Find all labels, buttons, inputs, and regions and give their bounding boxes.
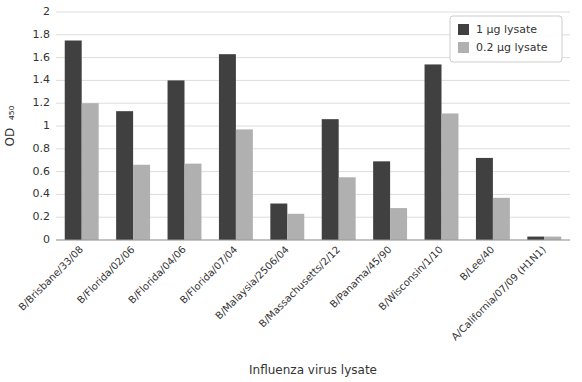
y-tick-label: 0.2: [33, 210, 51, 223]
y-tick-label: 1: [43, 119, 50, 132]
bar: [270, 204, 287, 240]
bar: [493, 198, 510, 240]
bar: [236, 129, 253, 240]
bar: [287, 214, 304, 240]
y-tick-label: 0.6: [33, 165, 51, 178]
bar: [527, 237, 544, 240]
legend: 1 μg lysate 0.2 μg lysate: [450, 16, 562, 62]
bar: [168, 80, 185, 240]
bar: [82, 103, 99, 240]
y-tick-label: 1.2: [33, 96, 51, 109]
x-axis-title: Influenza virus lysate: [249, 363, 377, 377]
grid-line: [56, 103, 570, 104]
grid-line: [56, 80, 570, 81]
bars: [65, 41, 562, 241]
x-tick-label: B/Lee/40: [458, 244, 497, 283]
y-axis: 0 0.2 0.4 0.6 0.8 1 1.2 1.4 1.6 1.8 2: [33, 5, 51, 246]
bar: [322, 119, 339, 240]
y-axis-title: OD ₄₅₀: [3, 105, 17, 146]
legend-label: 0.2 μg lysate: [476, 41, 548, 54]
x-axis-line: [56, 240, 570, 241]
y-tick-label: 0: [43, 233, 50, 246]
legend-swatch: [458, 24, 469, 35]
x-tick-label: B/Massachusetts/2/12: [257, 244, 343, 330]
bar: [544, 237, 561, 240]
y-tick-label: 1.8: [33, 28, 51, 41]
grid-line: [56, 12, 570, 13]
y-tick-label: 0.8: [33, 142, 51, 155]
bar: [425, 64, 442, 240]
grid-line: [56, 240, 570, 241]
bar: [339, 177, 356, 240]
bar: [219, 54, 236, 240]
bar: [390, 208, 407, 240]
y-tick-label: 0.4: [33, 187, 51, 200]
bar: [65, 41, 82, 241]
y-tick-label: 2: [43, 5, 50, 18]
grid: [56, 12, 570, 240]
bar: [133, 165, 150, 240]
bar: [116, 111, 133, 240]
bar: [476, 158, 493, 240]
bar: [442, 113, 459, 240]
y-tick-label: 1.4: [33, 73, 51, 86]
bar: [185, 164, 202, 240]
legend-box: [450, 16, 562, 62]
x-tick-label: B/Brisbane/33/08: [16, 244, 85, 313]
bar: [373, 161, 390, 240]
legend-label: 1 μg lysate: [476, 23, 537, 36]
x-tick-label: A/California/07/09 (H1N1): [449, 244, 548, 343]
y-tick-label: 1.6: [33, 51, 51, 64]
x-axis: B/Brisbane/33/08B/Florida/02/06B/Florida…: [16, 244, 547, 343]
legend-swatch: [458, 42, 469, 53]
chart: 0 0.2 0.4 0.6 0.8 1 1.2 1.4 1.6 1.8 2 B/Brisbane/33…: [0, 0, 582, 382]
x-tick-label: B/Wisconsin/1/10: [376, 244, 445, 313]
